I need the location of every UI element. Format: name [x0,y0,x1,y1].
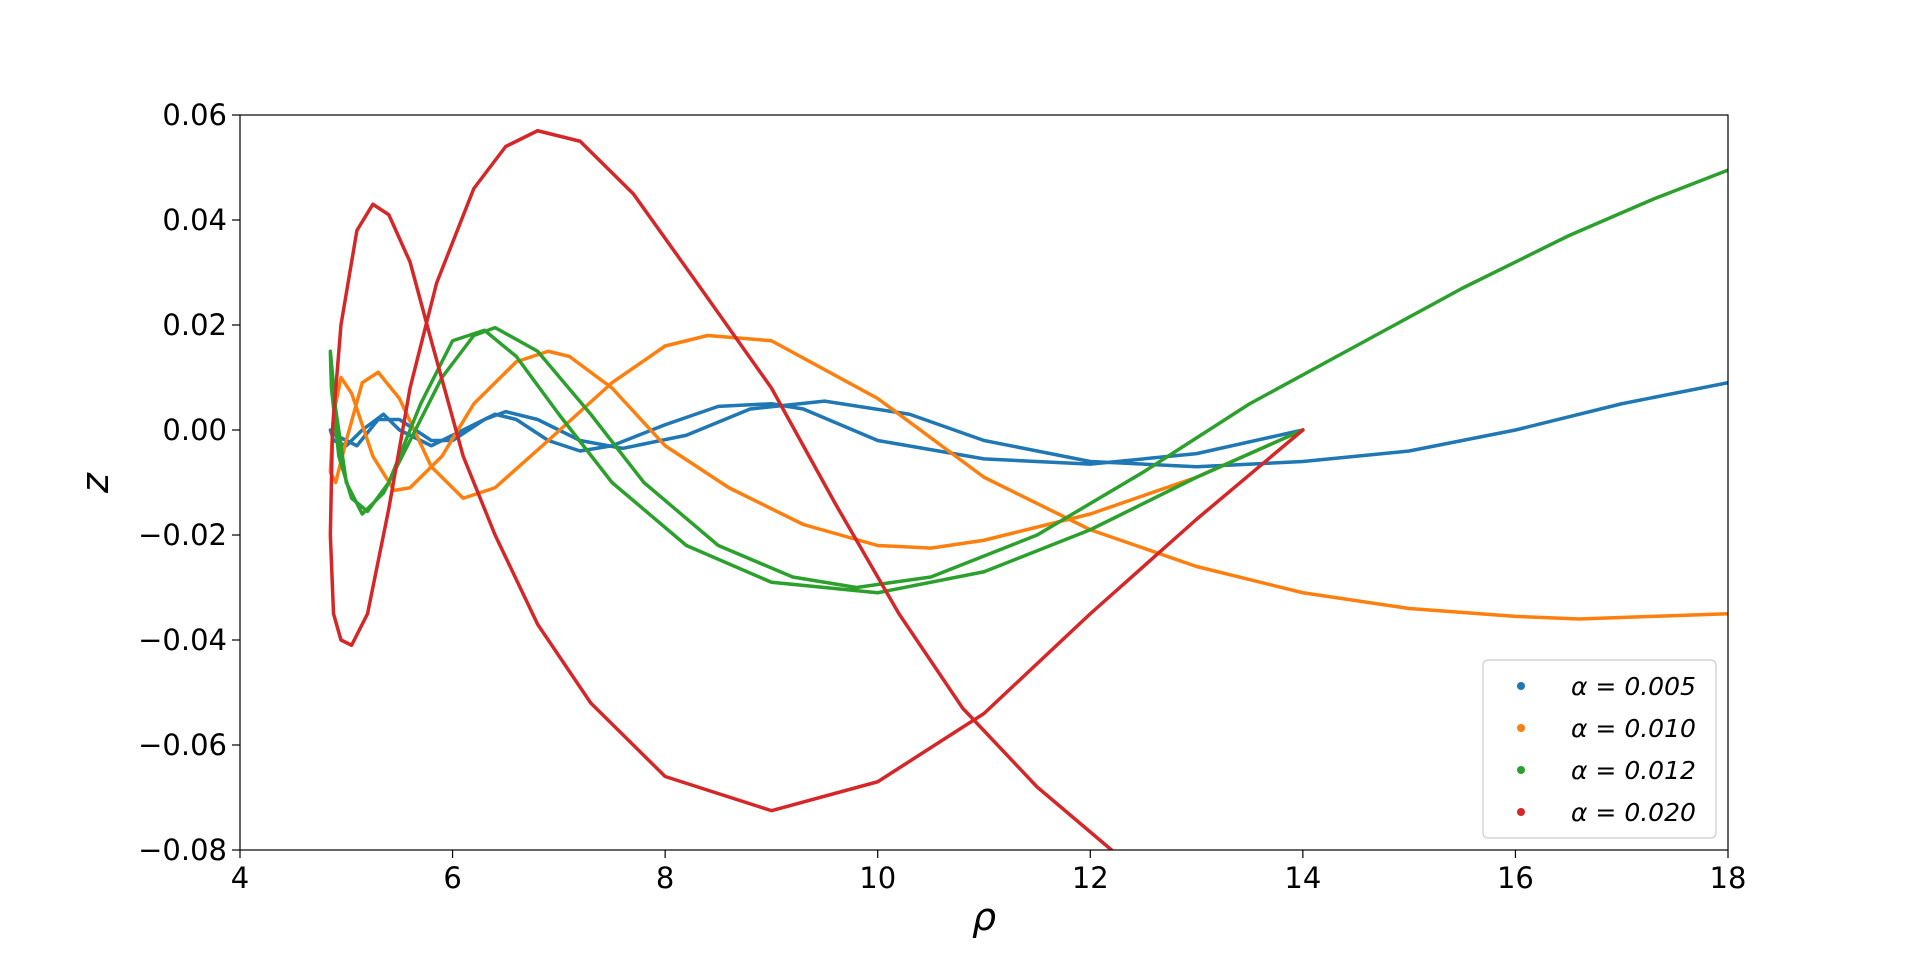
y-tick-label: −0.06 [138,728,227,762]
legend-label: α = 0.005 [1571,672,1696,701]
legend-frame [1482,659,1717,839]
legend-label: α = 0.020 [1571,798,1696,827]
legend-label: α = 0.010 [1571,714,1696,743]
x-tick-label: 8 [656,861,674,895]
legend-label: α = 0.012 [1571,756,1696,785]
series-line [328,129,1305,850]
x-tick-label: 6 [443,861,461,895]
x-tick-label: 4 [231,861,249,895]
x-tick-label: 16 [1497,861,1534,895]
legend-marker [1517,724,1525,732]
legend-marker [1517,808,1525,816]
legend-marker [1517,766,1525,774]
plot-lines [328,129,1728,850]
y-tick-label: −0.02 [138,518,227,552]
x-tick-label: 10 [859,861,896,895]
y-tick-label: −0.04 [138,623,227,657]
legend-marker [1517,682,1525,690]
y-tick-label: 0.02 [162,308,227,342]
series-line [328,333,1728,621]
y-axis-label: z [73,472,117,494]
x-tick-label: 14 [1284,861,1321,895]
legend: α = 0.005 α = 0.010 α = 0.012 α = 0.020 [1482,659,1717,839]
plot-frame [239,114,1729,851]
series-line [328,168,1728,595]
y-tick-label: 0.00 [162,413,227,447]
y-tick-label: −0.08 [138,833,227,867]
x-tick-label: 12 [1072,861,1109,895]
x-tick-label: 18 [1710,861,1747,895]
y-tick-label: 0.06 [162,98,227,132]
y-tick-label: 0.04 [162,203,227,237]
x-axis-label: ρ [972,895,996,939]
series-line [328,381,1728,469]
